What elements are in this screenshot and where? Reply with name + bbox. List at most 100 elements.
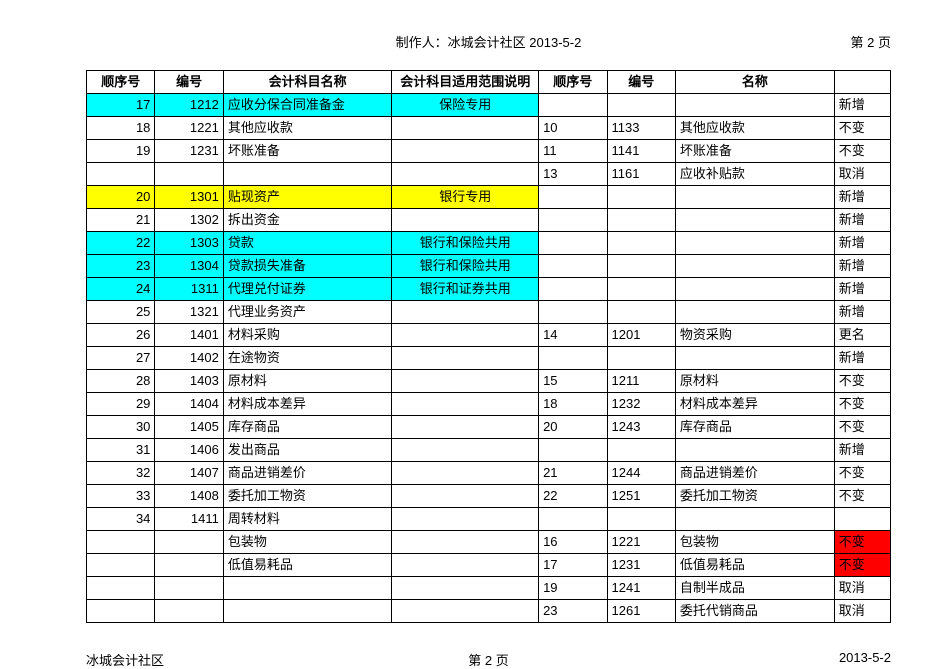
- cell-name2: 应收补贴款: [675, 163, 834, 186]
- cell-name1: 周转材料: [223, 508, 392, 531]
- cell-name2: [675, 439, 834, 462]
- cell-code2: 1231: [607, 554, 675, 577]
- cell-seq2: [539, 94, 607, 117]
- cell-code2: 1133: [607, 117, 675, 140]
- cell-scope: [392, 370, 539, 393]
- cell-code1: 1406: [155, 439, 223, 462]
- cell-status: 不变: [834, 140, 890, 163]
- cell-code2: 1241: [607, 577, 675, 600]
- cell-status: 新增: [834, 186, 890, 209]
- cell-code1: 1407: [155, 462, 223, 485]
- cell-seq1: 26: [87, 324, 155, 347]
- cell-name1: 在途物资: [223, 347, 392, 370]
- cell-code2: [607, 255, 675, 278]
- cell-seq1: 29: [87, 393, 155, 416]
- cell-scope: 银行和证券共用: [392, 278, 539, 301]
- table-row: 131161应收补贴款取消: [87, 163, 891, 186]
- cell-code1: 1231: [155, 140, 223, 163]
- cell-scope: [392, 600, 539, 623]
- cell-name2: [675, 278, 834, 301]
- page-header: 制作人：冰城会计社区 2013-5-2 第 2 页: [86, 32, 891, 58]
- cell-seq1: 18: [87, 117, 155, 140]
- cell-seq1: [87, 577, 155, 600]
- cell-seq2: [539, 255, 607, 278]
- cell-code2: [607, 347, 675, 370]
- page: 制作人：冰城会计社区 2013-5-2 第 2 页 顺序号 编号 会计科目名称 …: [0, 0, 945, 668]
- cell-status: 不变: [834, 462, 890, 485]
- cell-name1: 材料采购: [223, 324, 392, 347]
- cell-code1: [155, 577, 223, 600]
- cell-code2: 1141: [607, 140, 675, 163]
- cell-seq1: 19: [87, 140, 155, 163]
- cell-code1: 1221: [155, 117, 223, 140]
- cell-name1: 贷款: [223, 232, 392, 255]
- cell-seq2: 20: [539, 416, 607, 439]
- cell-seq2: 11: [539, 140, 607, 163]
- cell-seq2: [539, 232, 607, 255]
- cell-name1: 代理兑付证券: [223, 278, 392, 301]
- cell-scope: [392, 508, 539, 531]
- cell-seq1: 33: [87, 485, 155, 508]
- table-row: 301405库存商品201243库存商品不变: [87, 416, 891, 439]
- table-row: 211302拆出资金新增: [87, 209, 891, 232]
- cell-name1: 应收分保合同准备金: [223, 94, 392, 117]
- table-row: 331408委托加工物资221251委托加工物资不变: [87, 485, 891, 508]
- cell-status: 新增: [834, 232, 890, 255]
- cell-seq1: 25: [87, 301, 155, 324]
- col-scope: 会计科目适用范围说明: [392, 71, 539, 94]
- cell-status: 取消: [834, 163, 890, 186]
- cell-seq2: [539, 508, 607, 531]
- cell-name1: 商品进销差价: [223, 462, 392, 485]
- cell-seq1: 21: [87, 209, 155, 232]
- cell-scope: [392, 117, 539, 140]
- cell-name2: [675, 94, 834, 117]
- cell-code1: 1212: [155, 94, 223, 117]
- cell-name2: [675, 347, 834, 370]
- cell-name1: 库存商品: [223, 416, 392, 439]
- cell-scope: [392, 347, 539, 370]
- cell-seq1: 22: [87, 232, 155, 255]
- cell-scope: [392, 416, 539, 439]
- cell-seq2: [539, 439, 607, 462]
- cell-seq1: 28: [87, 370, 155, 393]
- header-page-number: 第 2 页: [851, 32, 891, 51]
- cell-seq1: 34: [87, 508, 155, 531]
- cell-seq2: 16: [539, 531, 607, 554]
- cell-status: 取消: [834, 577, 890, 600]
- cell-code1: 1302: [155, 209, 223, 232]
- cell-code1: 1303: [155, 232, 223, 255]
- cell-code2: 1261: [607, 600, 675, 623]
- table-header-row: 顺序号 编号 会计科目名称 会计科目适用范围说明 顺序号 编号 名称: [87, 71, 891, 94]
- col-code1: 编号: [155, 71, 223, 94]
- cell-seq2: 18: [539, 393, 607, 416]
- cell-seq2: [539, 278, 607, 301]
- cell-code1: [155, 531, 223, 554]
- cell-code1: 1304: [155, 255, 223, 278]
- table-row: 191241自制半成品取消: [87, 577, 891, 600]
- cell-code1: [155, 163, 223, 186]
- cell-name1: 原材料: [223, 370, 392, 393]
- cell-name1: 委托加工物资: [223, 485, 392, 508]
- cell-name2: 委托代销商品: [675, 600, 834, 623]
- cell-status: 新增: [834, 278, 890, 301]
- table-row: 261401材料采购141201物资采购更名: [87, 324, 891, 347]
- col-name1: 会计科目名称: [223, 71, 392, 94]
- cell-seq2: 22: [539, 485, 607, 508]
- cell-scope: [392, 462, 539, 485]
- footer-page-number: 第 2 页: [86, 650, 891, 669]
- cell-code1: 1405: [155, 416, 223, 439]
- cell-status: 新增: [834, 347, 890, 370]
- cell-status: 新增: [834, 439, 890, 462]
- cell-seq1: 30: [87, 416, 155, 439]
- cell-code2: 1243: [607, 416, 675, 439]
- cell-seq1: [87, 600, 155, 623]
- table-row: 低值易耗品171231低值易耗品不变: [87, 554, 891, 577]
- cell-scope: [392, 554, 539, 577]
- table-row: 311406发出商品新增: [87, 439, 891, 462]
- cell-name2: [675, 186, 834, 209]
- table-row: 251321代理业务资产新增: [87, 301, 891, 324]
- cell-name1: 代理业务资产: [223, 301, 392, 324]
- cell-name2: [675, 232, 834, 255]
- cell-seq2: 19: [539, 577, 607, 600]
- cell-code1: 1301: [155, 186, 223, 209]
